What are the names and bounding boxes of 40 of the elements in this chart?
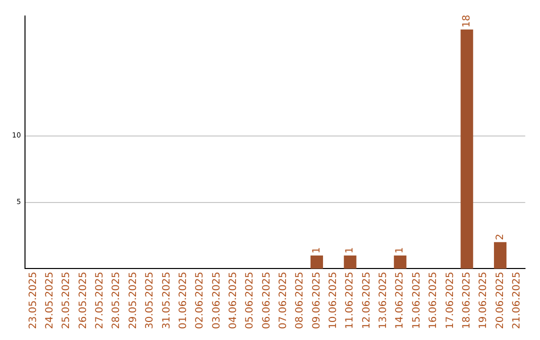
x-tick-label: 23.05.2025 (28, 272, 39, 330)
x-tick-label: 07.06.2025 (278, 272, 290, 330)
x-tick-label: 18.06.2025 (461, 272, 472, 330)
data-label: 2 (494, 234, 506, 240)
x-tick-label: 20.06.2025 (494, 272, 506, 330)
bar (310, 255, 324, 269)
x-tick-label: 10.06.2025 (328, 272, 340, 330)
x-tick-label: 11.06.2025 (344, 272, 356, 330)
x-tick-label: 06.06.2025 (261, 272, 272, 330)
x-tick-label: 03.06.2025 (211, 272, 222, 330)
x-tick-label: 04.06.2025 (228, 272, 239, 330)
x-tick-label: 13.06.2025 (378, 272, 390, 330)
data-label: 1 (344, 247, 356, 254)
x-tick-label: 17.06.2025 (444, 272, 456, 330)
x-tick-label: 14.06.2025 (394, 272, 406, 330)
x-tick-label: 27.05.2025 (94, 272, 106, 330)
x-tick-label: 26.05.2025 (78, 272, 89, 330)
x-tick-label: 02.06.2025 (194, 272, 206, 330)
data-label: 18 (461, 14, 472, 28)
x-tick-label: 28.05.2025 (111, 272, 122, 330)
x-tick-label: 19.06.2025 (478, 272, 490, 330)
x-tick-label: 15.06.2025 (411, 272, 422, 330)
x-tick-label: 05.06.2025 (244, 272, 256, 330)
x-tick-label: 08.06.2025 (294, 272, 306, 330)
x-tick-label: 01.06.2025 (178, 272, 189, 330)
bar (344, 255, 356, 269)
x-tick-label: 29.05.2025 (128, 272, 139, 330)
x-tick-label: 24.05.2025 (44, 272, 56, 330)
x-tick-label: 31.05.2025 (161, 272, 172, 330)
bar (494, 242, 506, 269)
x-tick-label: 30.05.2025 (144, 272, 156, 330)
x-tick-label: 21.06.2025 (511, 272, 522, 330)
x-tick-label: 12.06.2025 (361, 272, 372, 330)
x-tick-label: 16.06.2025 (428, 272, 440, 330)
bar (394, 255, 406, 269)
data-label: 1 (311, 247, 322, 254)
x-tick-label: 09.06.2025 (311, 272, 322, 330)
x-tick-label: 25.05.2025 (61, 272, 72, 330)
bar (460, 29, 474, 269)
data-label: 1 (394, 247, 406, 254)
